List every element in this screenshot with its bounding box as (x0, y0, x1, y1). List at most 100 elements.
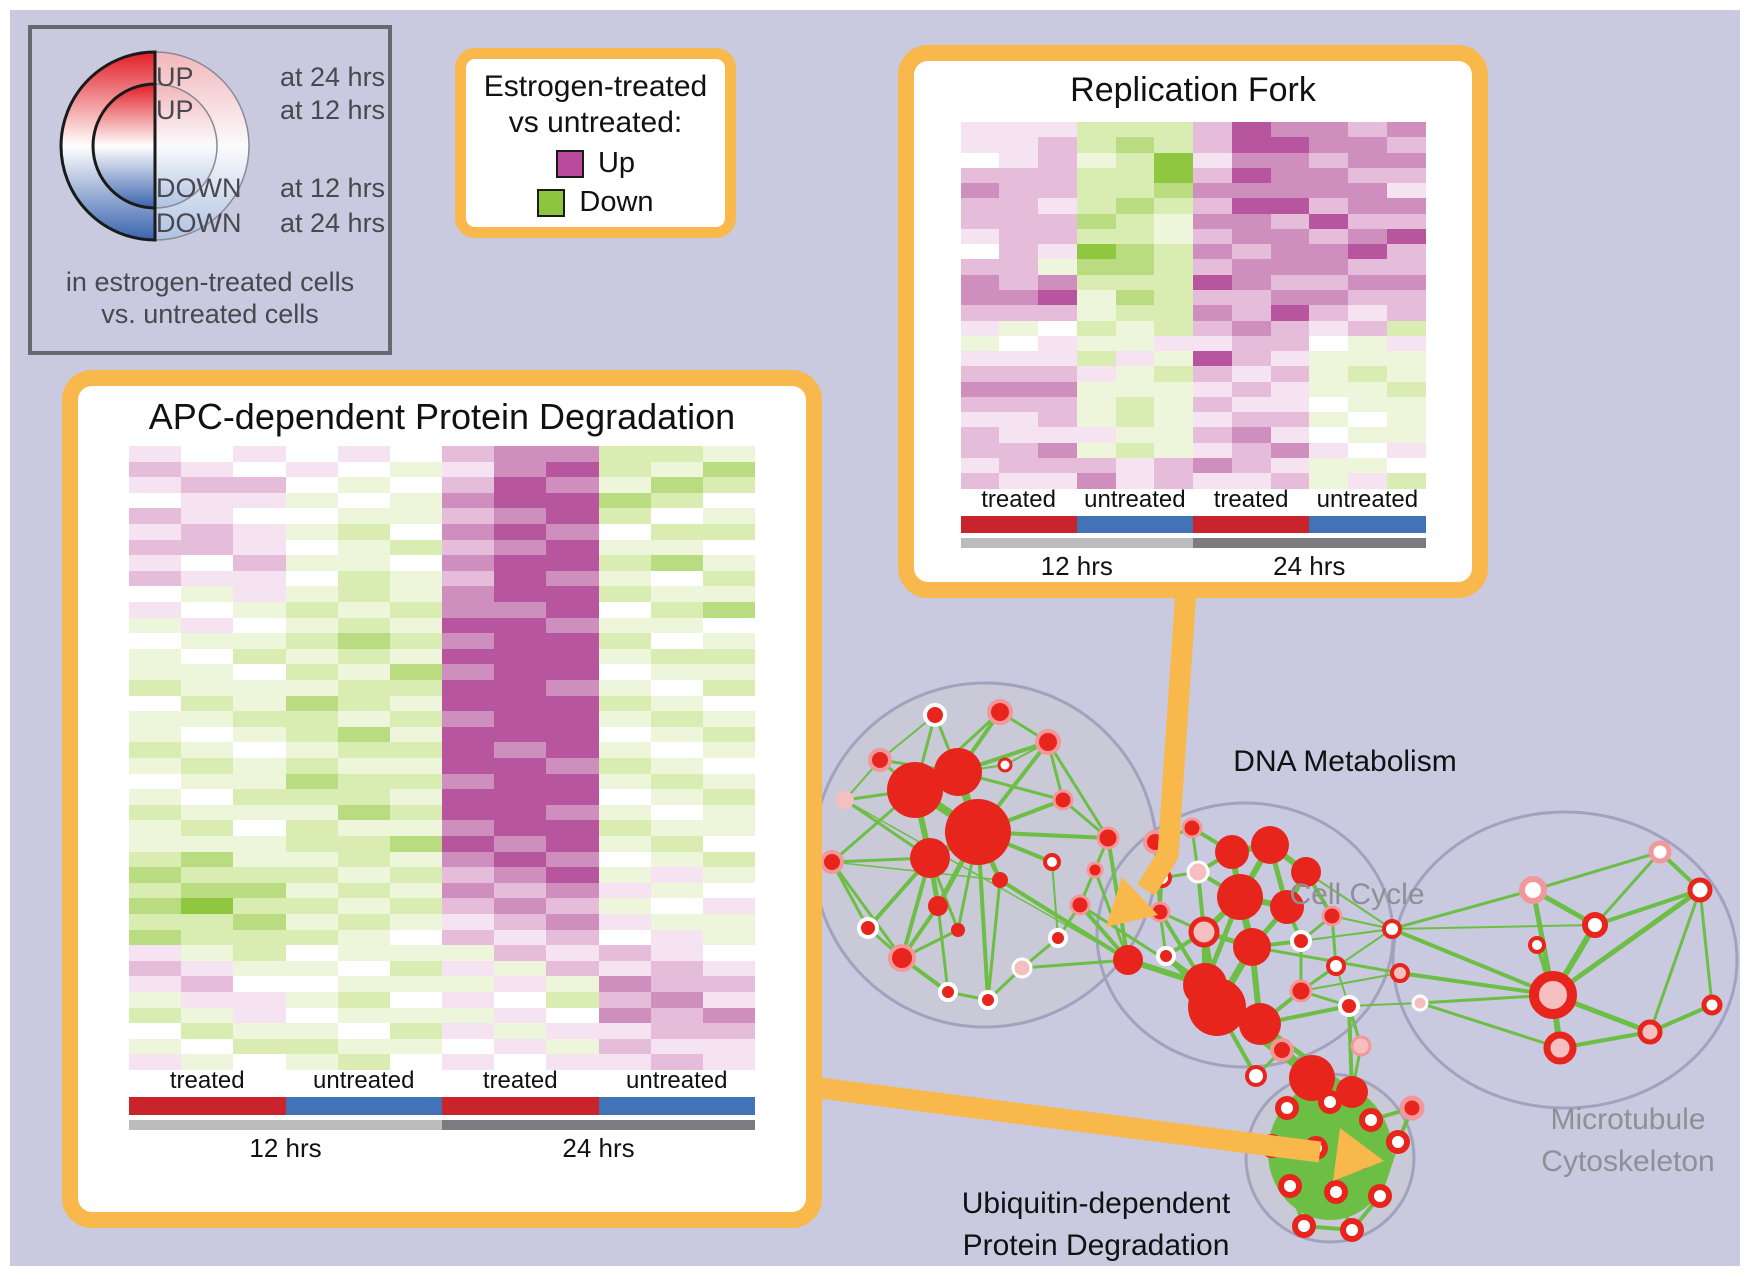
heatmap-cell (337, 960, 390, 977)
heatmap-cell (650, 836, 703, 852)
heatmap-cell (494, 804, 547, 821)
heatmap-cell (999, 335, 1038, 352)
heatmap-cell (1154, 183, 1193, 199)
network-node (1251, 826, 1289, 864)
heatmap-cell (960, 427, 1000, 443)
heatmap-cell (1193, 412, 1232, 428)
heatmap-cell (494, 570, 547, 587)
heatmap-cell (233, 524, 286, 540)
heatmap-cell (960, 412, 1000, 428)
heatmap-cell (702, 446, 755, 462)
network-node (1217, 874, 1263, 920)
network-node (938, 982, 958, 1002)
heatmap-cell (650, 945, 703, 961)
heatmap-cell (1270, 259, 1310, 275)
heatmap-cell (233, 617, 286, 634)
heatmap-cell (1348, 335, 1387, 352)
heatmap-cell (1038, 366, 1077, 382)
heatmap-cell (702, 929, 755, 946)
network-edge (1390, 927, 1555, 997)
heatmap-cell (650, 555, 703, 571)
network-edge (830, 860, 904, 960)
ring-row-time: at 12 hrs (280, 173, 386, 203)
heatmap-cell (442, 960, 495, 977)
heatmap-cell (702, 914, 755, 930)
heatmap-cell (1309, 290, 1348, 306)
heatmap-cell (702, 898, 755, 914)
heatmap-cell (1231, 198, 1271, 214)
heatmap-cell (337, 664, 390, 680)
heatmap-cell (598, 617, 651, 634)
heatmap-cell (129, 602, 182, 618)
heatmap-cell (233, 695, 286, 712)
heatmap-cell (181, 1038, 234, 1055)
heatmap-cell (1038, 473, 1077, 489)
network-edge (1046, 740, 1110, 840)
heatmap-cell (1231, 228, 1271, 245)
heatmap-cell (1038, 259, 1077, 275)
heatmap-cell (960, 335, 1000, 352)
heatmap-cell (1193, 290, 1232, 306)
heatmap-cell (442, 804, 495, 821)
network-node (1113, 945, 1143, 975)
ring-row-time: at 12 hrs (280, 95, 386, 125)
heatmap-cell (598, 836, 651, 852)
network-node (1052, 789, 1074, 811)
ring-legend-note: vs. untreated cells (101, 299, 319, 329)
heatmap-cell (999, 274, 1038, 290)
heatmap-cell (598, 851, 651, 868)
heatmap-cell (181, 633, 234, 649)
heatmap-cell (1386, 137, 1426, 153)
heatmap-cell (546, 992, 599, 1008)
heatmap-cell (546, 820, 599, 836)
heatmap-cell (546, 1038, 599, 1055)
heatmap-cell (129, 758, 182, 774)
network-node (1290, 930, 1312, 952)
heatmap-cell (1076, 198, 1116, 214)
heatmap-cell (1038, 244, 1077, 260)
heatmap-cell (1038, 305, 1077, 321)
network-node (1270, 1038, 1294, 1062)
heatmap-cell (337, 617, 390, 634)
heatmap-cell (1038, 213, 1077, 229)
heatmap-cell (1348, 122, 1387, 138)
heatmap-cell (960, 198, 1000, 214)
heatmap-cell (1154, 244, 1193, 260)
treated-bar-segment (960, 515, 1077, 534)
heatmap-cell (702, 633, 755, 649)
heatmap-cell (960, 137, 1000, 153)
heatmap-cell (285, 695, 338, 712)
heatmap-cell (285, 914, 338, 930)
heatmap-cell (285, 477, 338, 493)
heatmap-cell (129, 945, 182, 961)
time-label-24h: 24 hrs (1273, 551, 1346, 581)
time-bar-12h (129, 1120, 442, 1130)
heatmap-cell (1231, 351, 1271, 367)
heatmap-cell (999, 122, 1038, 138)
heatmap-cell (598, 804, 651, 821)
network-node (1340, 1218, 1364, 1242)
heatmap-cell (129, 508, 182, 524)
heatmap-cell (233, 555, 286, 571)
heatmap-cell (285, 664, 338, 680)
heatmap-cell (285, 836, 338, 852)
network-node (1368, 1184, 1392, 1208)
estrogen-legend-title: Estrogen-treated (483, 70, 708, 103)
heatmap-cell (960, 351, 1000, 367)
heatmap-cell (337, 851, 390, 868)
heatmap-cell (442, 477, 495, 493)
heatmap-cell (181, 773, 234, 790)
heatmap-cell (442, 508, 495, 524)
heatmap-cell (1115, 152, 1155, 168)
network-node (910, 838, 950, 878)
heatmap-cell (598, 492, 651, 509)
heatmap-cell (285, 804, 338, 821)
heatmap-cell (337, 789, 390, 805)
heatmap-cell (233, 789, 286, 805)
heatmap-cell (1309, 152, 1348, 168)
heatmap-cell (650, 914, 703, 930)
heatmap-cell (650, 929, 703, 946)
heatmap-cell (546, 539, 599, 556)
heatmap-cell (1193, 198, 1232, 214)
heatmap-cell (337, 446, 390, 462)
